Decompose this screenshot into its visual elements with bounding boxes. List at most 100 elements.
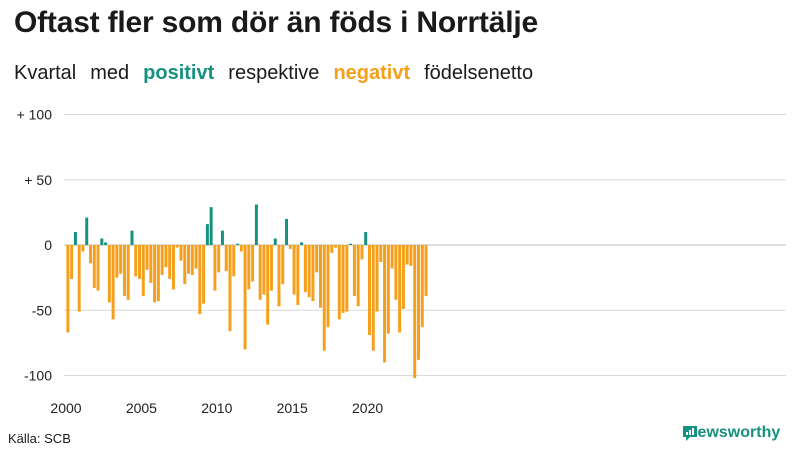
bar (258, 245, 262, 300)
bar (383, 245, 387, 363)
bar (100, 238, 104, 245)
bar (349, 243, 353, 245)
bar (364, 231, 368, 245)
bar (390, 245, 394, 269)
bar (371, 245, 375, 351)
bar (251, 245, 255, 282)
bar (330, 245, 334, 253)
brand-name: Newsworthy (686, 424, 781, 441)
bar (239, 245, 243, 252)
bar (187, 245, 191, 274)
bar (352, 245, 356, 296)
bar (213, 245, 217, 291)
bar (420, 245, 424, 328)
bar (273, 238, 277, 245)
y-tick-label: -50 (32, 302, 52, 318)
bar (360, 245, 364, 260)
bar (198, 245, 202, 315)
source-note: Källa: SCB (8, 431, 71, 446)
bar (160, 245, 164, 276)
bar (77, 245, 81, 312)
bar (111, 245, 115, 320)
bar (194, 245, 198, 269)
bar (134, 245, 138, 277)
bar (288, 245, 292, 249)
bar (424, 245, 428, 296)
y-tick-label: 0 (44, 237, 52, 253)
bar (220, 230, 224, 245)
bar (334, 245, 338, 248)
bar (337, 245, 341, 320)
bar (164, 245, 168, 268)
bar (175, 245, 179, 248)
bar (247, 245, 251, 290)
bar (145, 245, 149, 270)
subtitle-word: Kvartal (14, 62, 77, 84)
bar (119, 245, 123, 274)
bar (122, 245, 126, 296)
bar (307, 245, 311, 298)
bar (394, 245, 398, 300)
bar (81, 245, 85, 252)
bar (92, 245, 96, 289)
bar (126, 245, 130, 300)
bar (156, 245, 160, 302)
y-tick-label: -100 (24, 368, 52, 384)
bar (368, 245, 371, 336)
x-tick-label: 2005 (126, 400, 157, 416)
bar (401, 245, 405, 309)
bar (190, 245, 194, 276)
bar (405, 245, 409, 265)
bar (202, 245, 206, 304)
bar (205, 224, 209, 245)
x-axis: 2000 2005 2010 2015 2020 (50, 400, 383, 416)
bar (179, 245, 183, 261)
bar (209, 207, 213, 245)
newsworthy-logo-icon (683, 426, 697, 441)
x-tick-label: 2010 (201, 400, 232, 416)
bar (326, 245, 330, 328)
bar (277, 245, 281, 307)
subtitle-positive: positivt (143, 62, 215, 84)
bar (171, 245, 175, 290)
bar (322, 245, 326, 351)
bar (70, 245, 74, 279)
bar (107, 245, 111, 303)
bar (96, 245, 100, 291)
bar (138, 245, 141, 279)
bar (262, 245, 266, 295)
bar (236, 243, 240, 245)
x-tick-label: 2015 (277, 400, 308, 416)
subtitle-word: med (90, 62, 130, 84)
x-tick-label: 2020 (352, 400, 383, 416)
bar (104, 242, 108, 245)
bar (292, 245, 296, 295)
bar (318, 245, 322, 308)
bar (254, 204, 258, 245)
bar (243, 245, 247, 350)
bar (311, 245, 315, 302)
y-tick-label: + 50 (24, 172, 52, 188)
bar (296, 245, 300, 306)
bar (66, 245, 70, 333)
bar (115, 245, 119, 278)
bar (269, 245, 273, 291)
bar (341, 245, 345, 313)
bar-chart: + 100 + 50 0 -50 -100 2000 2005 2010 2015 2020 (17, 107, 786, 416)
subtitle-word: födelsenetto (424, 62, 534, 84)
bar (379, 245, 383, 262)
bar (386, 245, 390, 334)
subtitle-word: respektive (228, 62, 320, 84)
chart-title: Oftast fler som dör än föds i Norrtälje (14, 6, 538, 39)
bar (228, 245, 232, 332)
bar (217, 245, 221, 273)
y-tick-label: + 100 (17, 107, 53, 123)
bars (66, 204, 428, 379)
bar (85, 217, 89, 245)
x-tick-label: 2000 (50, 400, 81, 416)
bar (281, 245, 285, 285)
bar (315, 245, 319, 273)
bar (149, 245, 153, 283)
bar (224, 245, 228, 272)
brand-logo: Newsworthy (681, 424, 780, 442)
